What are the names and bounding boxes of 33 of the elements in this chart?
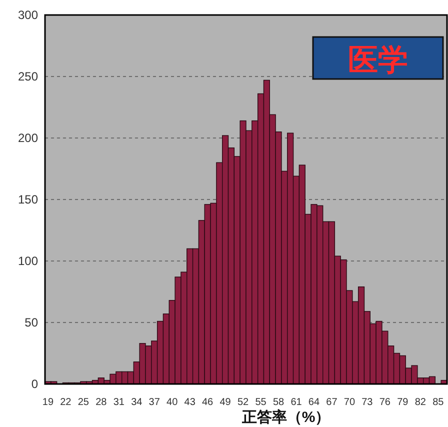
x-tick-label: 76: [379, 397, 391, 408]
x-tick-label: 64: [308, 397, 320, 408]
y-tick-label: 50: [24, 316, 38, 330]
annotation: 医学: [348, 44, 408, 77]
y-tick-label: 250: [18, 70, 38, 84]
x-tick-label: 46: [202, 397, 214, 408]
y-tick-label: 200: [18, 131, 38, 145]
x-tick-label: 52: [237, 397, 250, 408]
annotation: 医学: [312, 36, 444, 80]
x-tick-label: 85: [432, 397, 444, 408]
x-tick-label: 43: [184, 397, 196, 408]
y-tick-label: 100: [18, 254, 38, 268]
x-tick-label: 37: [148, 397, 160, 408]
x-tick-label: 73: [362, 397, 374, 408]
x-tick-label: 25: [78, 397, 90, 408]
x-tick-label: 58: [272, 397, 285, 408]
y-tick-label: 0: [31, 377, 38, 391]
x-tick-label: 79: [397, 397, 409, 408]
x-axis-title: 正答率（%）: [240, 408, 330, 426]
x-tick-label: 34: [131, 397, 143, 408]
x-tick-label: 19: [42, 397, 54, 408]
x-tick-label: 31: [113, 397, 125, 408]
x-tick-label: 49: [220, 397, 232, 408]
x-tick-label: 40: [166, 397, 178, 408]
x-tick-label: 67: [326, 397, 338, 408]
x-tick-label: 70: [344, 397, 356, 408]
x-tick-label: 22: [60, 397, 72, 408]
x-tick-label: 61: [290, 397, 302, 408]
x-tick-label: 55: [255, 397, 267, 408]
x-tick-label: 28: [96, 397, 108, 408]
x-tick-label: 82: [414, 397, 426, 408]
y-tick-label: 300: [18, 8, 38, 22]
y-tick-label: 150: [18, 192, 38, 206]
